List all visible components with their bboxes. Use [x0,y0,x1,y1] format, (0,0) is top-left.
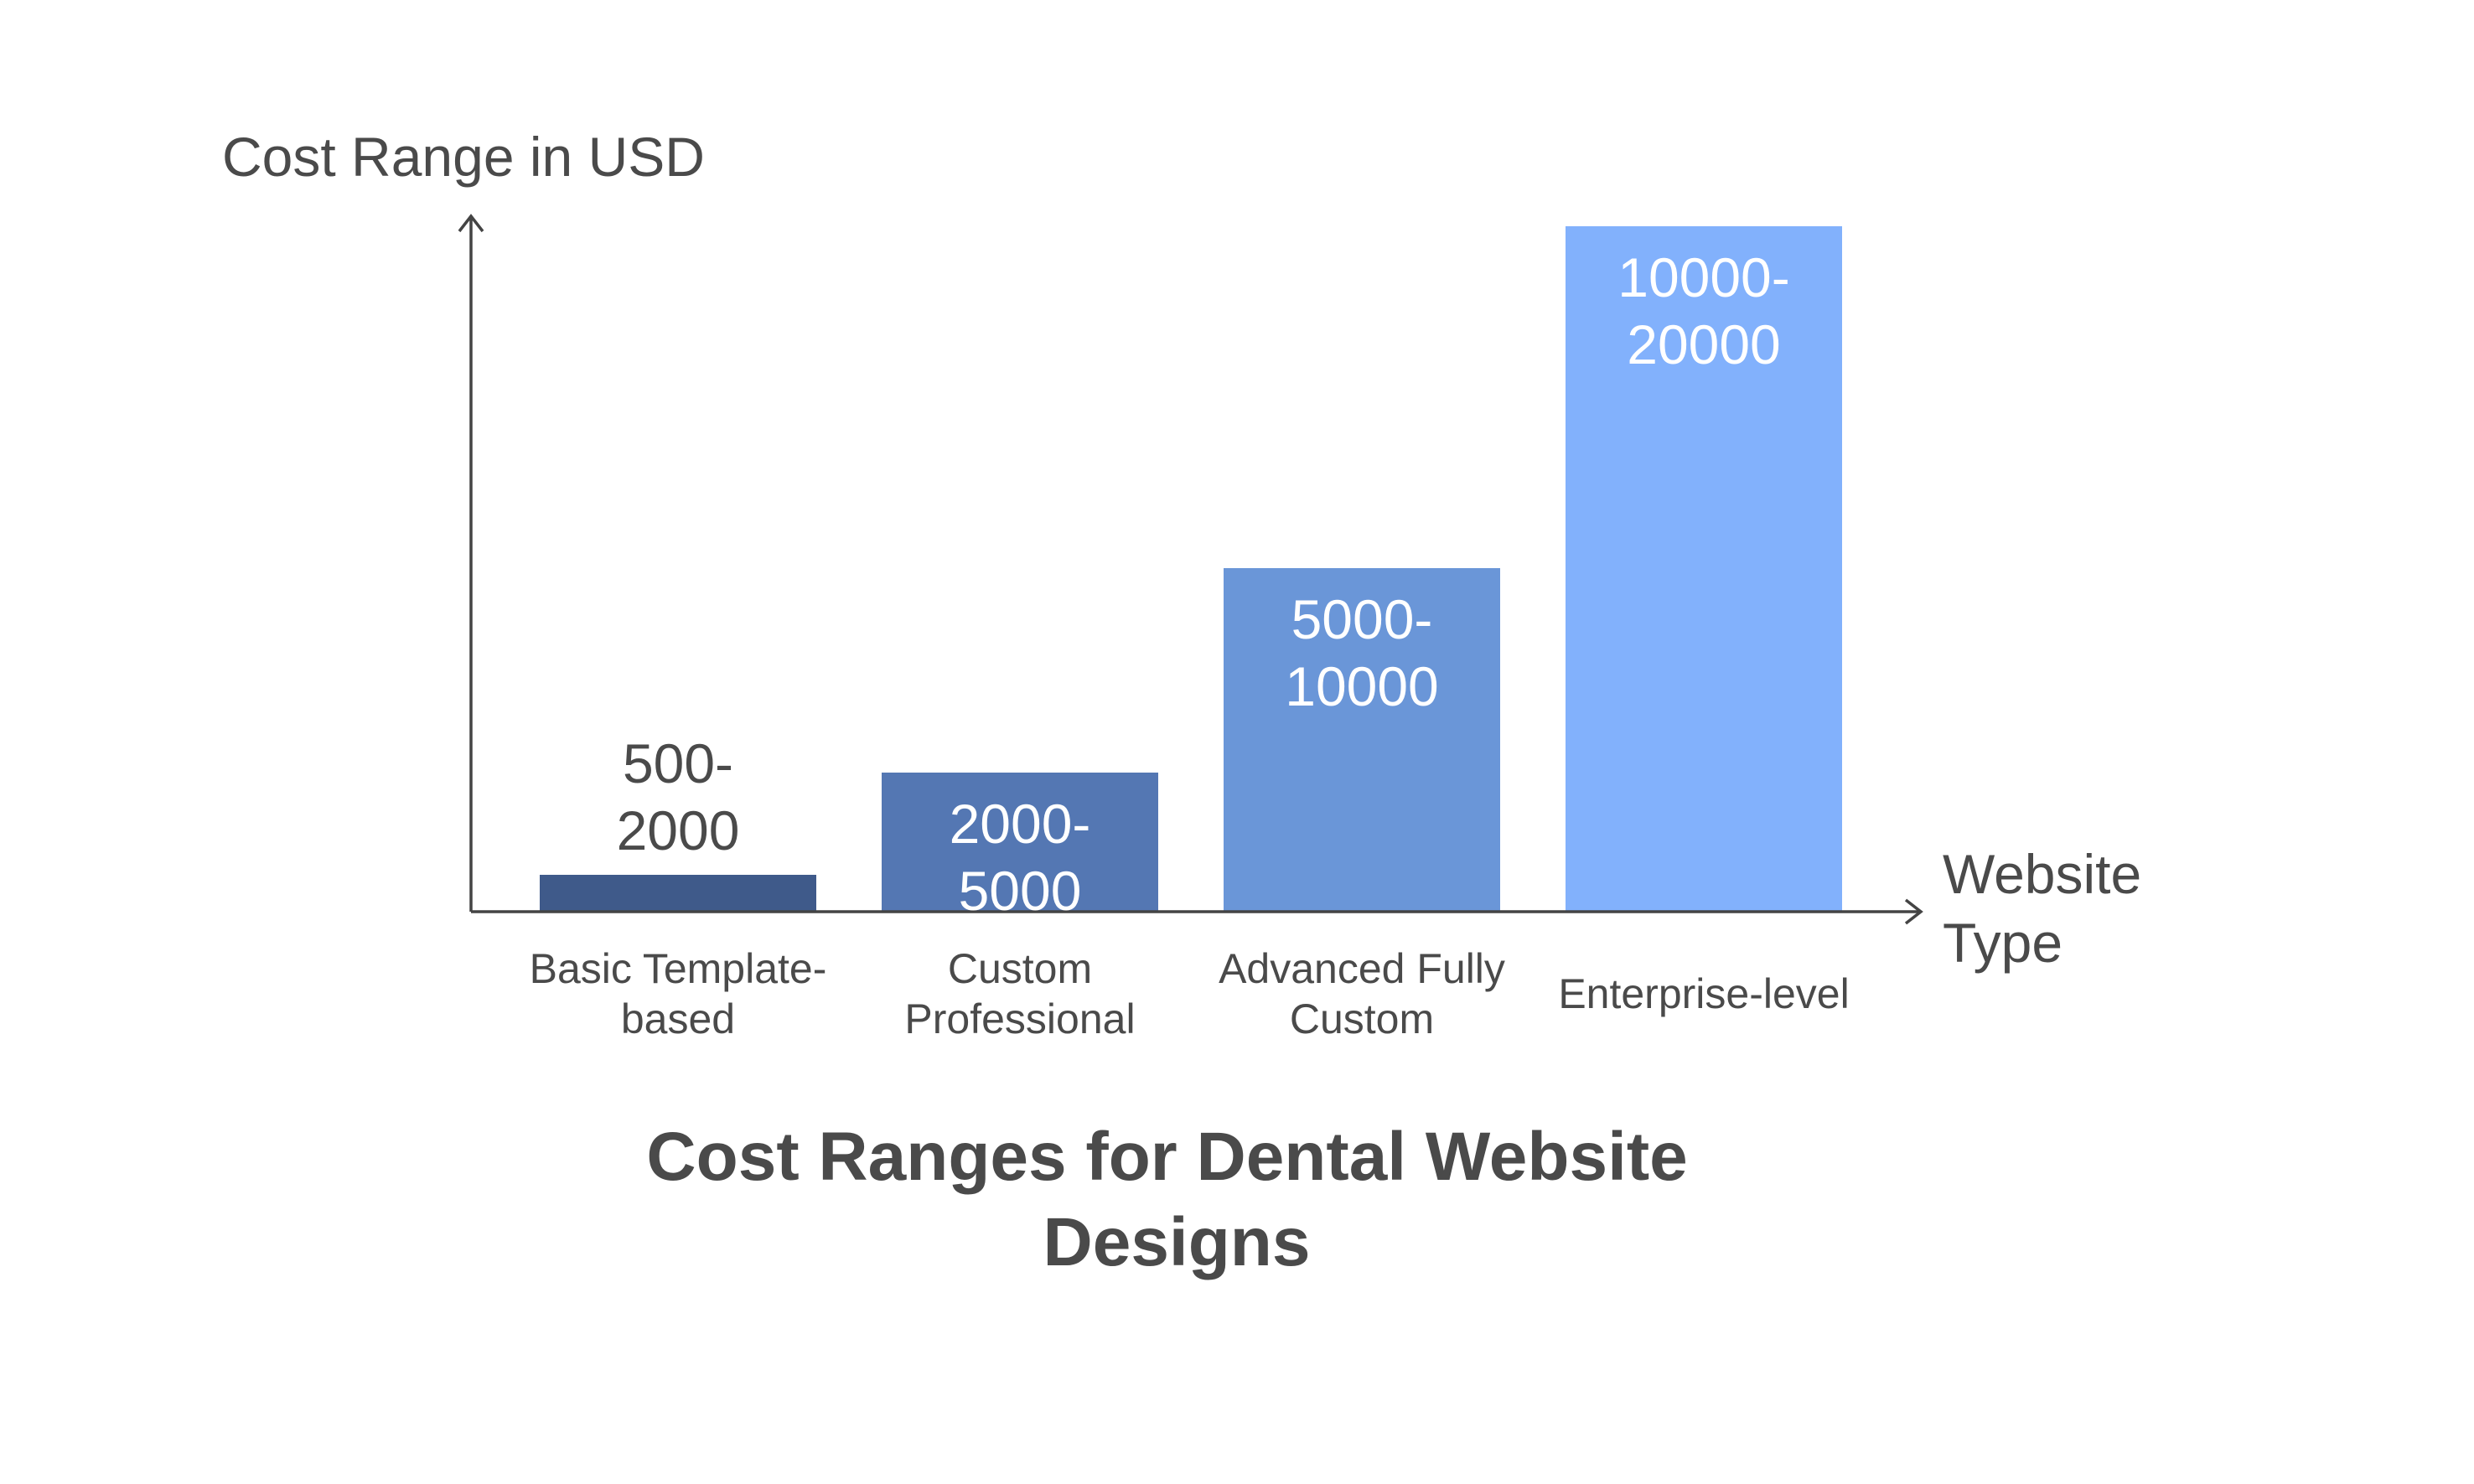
category-label-3-line-2: Custom [1290,995,1434,1042]
x-axis-line [471,898,1923,925]
x-axis-title: Website Type [1943,843,2157,974]
value-label-3: 5000-10000 [1285,588,1439,717]
value-label-1-line-2: 2000 [617,799,740,861]
category-label-4: Enterprise-level [1558,970,1849,1017]
category-label-2-line-1: Custom [948,945,1092,992]
bar-1 [540,875,816,912]
category-label-3: Advanced Fully Custom [1219,945,1505,1042]
category-label-1-line-2: based [621,995,735,1042]
value-label-1: 500-2000 [617,732,740,861]
bar-2 [882,773,1158,912]
bar-4 [1566,226,1842,912]
y-axis-line [458,214,484,912]
value-label-4-line-1: 10000- [1617,246,1790,308]
chart-title-line-1: Cost Ranges for Dental Website [646,1119,1687,1195]
category-label-3-line-1: Advanced Fully [1219,945,1505,992]
bars-layer [540,226,1842,912]
value-label-2: 2000-5000 [950,793,1091,922]
bar-3 [1224,568,1500,912]
x-axis-title-line-1: Website [1943,843,2141,905]
y-axis-title: Cost Range in USD [222,126,705,188]
value-label-4: 10000-20000 [1617,246,1790,375]
value-labels: 500-2000 2000-5000 5000-10000 10000-20000 [617,246,1790,922]
chart-title-line-2: Designs [1043,1204,1311,1280]
category-label-4-line-1: Enterprise-level [1558,970,1849,1017]
value-label-2-line-1: 2000- [950,793,1091,855]
value-label-3-line-1: 5000- [1291,588,1433,650]
value-label-1-line-1: 500- [623,732,733,794]
value-label-4-line-2: 20000 [1627,313,1781,375]
chart-title: Cost Ranges for Dental Website Designs [646,1119,1706,1280]
value-label-2-line-2: 5000 [959,860,1082,922]
category-label-2: Custom Professional [904,945,1135,1042]
x-axis-title-line-2: Type [1943,912,2063,974]
category-label-1: Basic Template-based [530,945,827,1042]
category-label-2-line-2: Professional [904,995,1135,1042]
category-label-1-line-1: Basic Template- [530,945,827,992]
value-label-3-line-2: 10000 [1285,655,1439,717]
